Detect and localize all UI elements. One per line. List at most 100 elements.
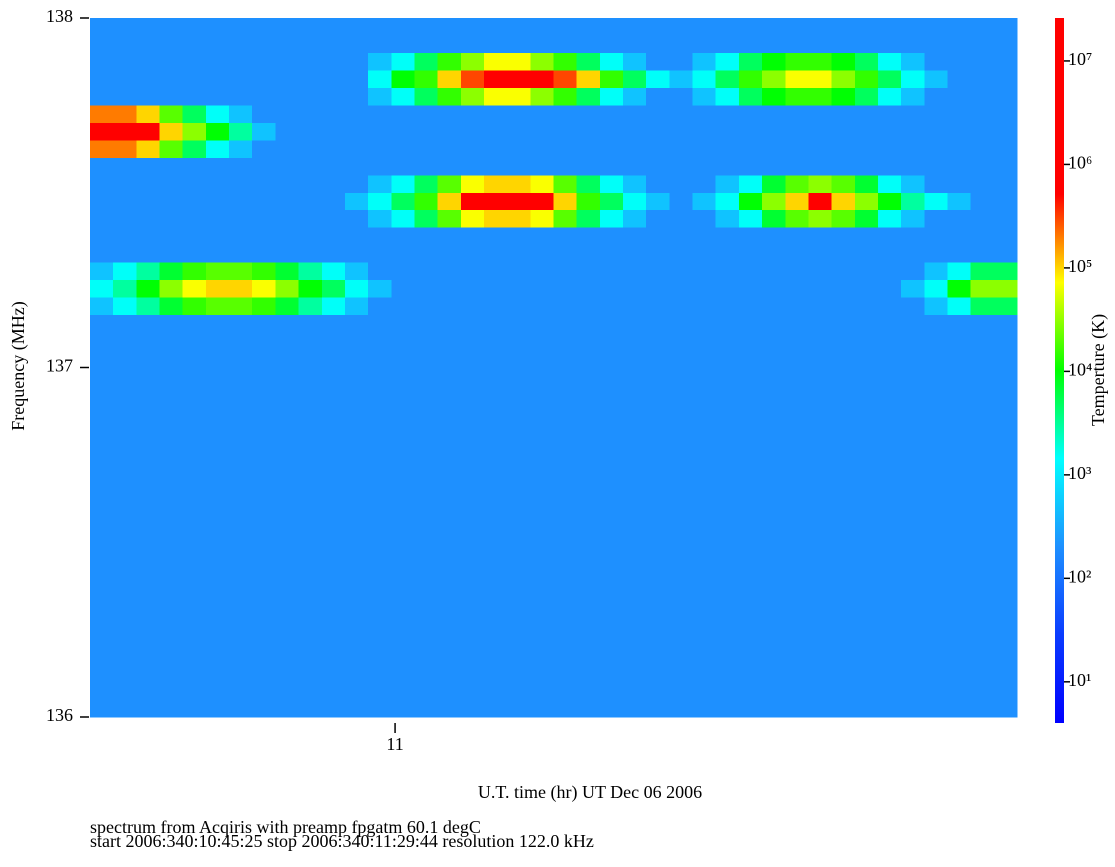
heatmap-cell — [182, 699, 207, 718]
heatmap-cell — [275, 367, 300, 386]
heatmap-cell — [831, 594, 856, 613]
heatmap-cell — [901, 210, 925, 229]
heatmap-cell — [298, 350, 323, 369]
heatmap-cell — [599, 227, 624, 246]
heatmap-cell — [229, 542, 253, 561]
heatmap-cell — [576, 384, 601, 404]
heatmap-cell — [924, 52, 949, 72]
heatmap-cell — [762, 262, 786, 281]
heatmap-cell — [368, 157, 392, 176]
heatmap-cell — [831, 210, 856, 229]
heatmap-cell — [738, 524, 763, 543]
heatmap-cell — [947, 175, 972, 194]
heatmap-cell — [993, 350, 1018, 369]
heatmap-cell — [159, 507, 184, 526]
heatmap-cell — [252, 472, 276, 491]
heatmap-cell — [669, 524, 694, 543]
heatmap-cell — [831, 262, 856, 281]
heatmap-cell — [669, 682, 694, 701]
heatmap-cell — [924, 18, 949, 37]
heatmap-cell — [924, 472, 949, 491]
heatmap-cell — [854, 70, 879, 89]
heatmap-cell — [576, 647, 601, 666]
heatmap-cell — [507, 524, 531, 543]
heatmap-cell — [368, 402, 392, 421]
heatmap-cell — [599, 245, 624, 264]
heatmap-cell — [576, 682, 601, 701]
heatmap-cell — [298, 52, 323, 72]
heatmap-cell — [391, 87, 416, 106]
heatmap-cell — [808, 297, 833, 316]
heatmap-cell — [669, 472, 694, 491]
heatmap-cell — [993, 52, 1018, 72]
heatmap-cell — [646, 699, 670, 718]
heatmap-cell — [599, 192, 624, 211]
heatmap-cell — [553, 350, 578, 369]
heatmap-cell — [692, 647, 717, 666]
heatmap-cell — [530, 419, 555, 438]
heatmap-cell — [901, 332, 925, 351]
heatmap-cell — [762, 35, 786, 54]
y-tick-label: 137 — [46, 356, 73, 376]
heatmap-cell — [646, 542, 670, 561]
heatmap-cell — [877, 227, 902, 246]
heatmap-cell — [854, 18, 879, 37]
heatmap-cell — [460, 524, 485, 543]
heatmap-cell — [715, 122, 740, 141]
heatmap-cell — [205, 175, 230, 194]
heatmap-cell — [437, 297, 462, 316]
heatmap-cell — [993, 507, 1018, 526]
heatmap-cell — [553, 454, 578, 473]
heatmap-cell — [460, 437, 485, 456]
heatmap-cell — [831, 297, 856, 316]
heatmap-cell — [275, 315, 300, 334]
heatmap-cell — [854, 175, 879, 194]
heatmap-cell — [391, 437, 416, 456]
heatmap-cell — [646, 664, 670, 683]
heatmap-cell — [275, 507, 300, 526]
heatmap-cell — [715, 542, 740, 561]
heatmap-cell — [669, 612, 694, 631]
heatmap-cell — [368, 52, 392, 72]
heatmap-cell — [947, 105, 972, 124]
heatmap-cell — [252, 157, 276, 176]
heatmap-cell — [993, 262, 1018, 281]
heatmap-cell — [182, 245, 207, 264]
heatmap-cell — [437, 454, 462, 473]
heatmap-cell — [924, 682, 949, 701]
heatmap-cell — [646, 245, 670, 264]
heatmap-cell — [762, 647, 786, 666]
heatmap-cell — [993, 367, 1018, 386]
heatmap-cell — [159, 454, 184, 473]
heatmap-cell — [623, 297, 647, 316]
heatmap-cell — [182, 454, 207, 473]
heatmap-cell — [182, 87, 207, 106]
heatmap-cell — [970, 577, 995, 596]
heatmap-cell — [368, 18, 392, 37]
heatmap-cell — [321, 245, 346, 264]
heatmap-cell — [90, 402, 114, 421]
heatmap-cell — [530, 647, 555, 666]
heatmap-cell — [368, 122, 392, 141]
heatmap-cell — [229, 524, 253, 543]
heatmap-cell — [785, 437, 810, 456]
heatmap-cell — [623, 350, 647, 369]
heatmap-cell — [646, 175, 670, 194]
heatmap-cell — [970, 472, 995, 491]
heatmap-cell — [321, 18, 346, 37]
colorbar-tick-label: 10⁷ — [1068, 49, 1092, 69]
heatmap-cell — [901, 367, 925, 386]
heatmap-cell — [229, 245, 253, 264]
heatmap-cell — [599, 175, 624, 194]
heatmap-cell — [553, 227, 578, 246]
heatmap-cell — [460, 227, 485, 246]
heatmap-cell — [854, 105, 879, 124]
heatmap-cell — [599, 18, 624, 37]
heatmap-cell — [275, 402, 300, 421]
heatmap-cell — [553, 507, 578, 526]
heatmap-cell — [298, 384, 323, 404]
heatmap-cell — [947, 245, 972, 264]
heatmap-cell — [298, 472, 323, 491]
heatmap-cell — [252, 699, 276, 718]
heatmap-cell — [205, 245, 230, 264]
